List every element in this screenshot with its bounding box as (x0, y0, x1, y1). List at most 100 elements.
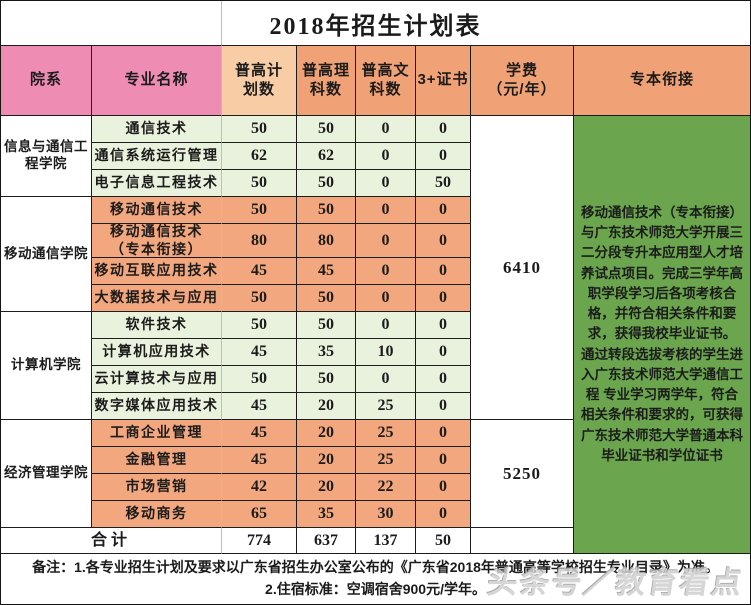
cert-count-cell: 0 (416, 393, 471, 420)
tuition-value-upper: 6410 (471, 116, 574, 420)
cert-count-cell: 0 (416, 143, 471, 170)
title-cell (222, 1, 750, 46)
plan-count-cell: 45 (222, 393, 297, 420)
plan-count-cell: 50 (222, 197, 297, 224)
note-line-1: 备注：1.各专业招生计划及要求以广东省招生办公室公布的《广东省2018年普通高等… (32, 559, 719, 576)
major-cell: 移动互联应用技术 (92, 258, 222, 285)
arts-count-cell: 22 (356, 474, 416, 501)
plan-count-cell: 62 (222, 143, 297, 170)
plan-count-cell: 65 (222, 501, 297, 528)
cert-count-cell: 0 (416, 224, 471, 258)
plan-count-cell: 45 (222, 339, 297, 366)
column-header-plan: 普高计 划数 (222, 46, 297, 116)
cert-count-cell: 0 (416, 285, 471, 312)
major-cell: 云计算技术与应用 (92, 366, 222, 393)
major-cell: 工商企业管理 (92, 420, 222, 447)
arts-count-cell: 25 (356, 447, 416, 474)
department-cell: 计算机学院 (1, 312, 92, 420)
cert-count-cell: 0 (416, 312, 471, 339)
plan-count-cell: 50 (222, 366, 297, 393)
arts-count-cell: 30 (356, 501, 416, 528)
arts-count-cell: 0 (356, 170, 416, 197)
major-cell: 通信技术 (92, 116, 222, 143)
arts-count-cell: 0 (356, 258, 416, 285)
major-cell: 大数据技术与应用 (92, 285, 222, 312)
science-count-cell: 80 (297, 224, 356, 258)
major-cell: 电子信息工程技术 (92, 170, 222, 197)
science-count-cell: 20 (297, 474, 356, 501)
major-cell: 移动商务 (92, 501, 222, 528)
cert-count-cell: 0 (416, 474, 471, 501)
science-count-cell: 20 (297, 420, 356, 447)
arts-count-cell: 0 (356, 143, 416, 170)
science-count-cell: 50 (297, 197, 356, 224)
plan-count-cell: 45 (222, 420, 297, 447)
column-header-major: 专业名称 (92, 46, 222, 116)
plan-count-cell: 50 (222, 170, 297, 197)
title-empty-cell (1, 1, 222, 46)
science-count-cell: 62 (297, 143, 356, 170)
cert-count-cell: 0 (416, 501, 471, 528)
science-count-cell: 50 (297, 285, 356, 312)
science-count-cell: 20 (297, 447, 356, 474)
cert-count-cell: 0 (416, 420, 471, 447)
plan-count-cell: 50 (222, 312, 297, 339)
column-header-bridge: 专本衔接 (574, 46, 750, 116)
major-cell: 数字媒体应用技术 (92, 393, 222, 420)
plan-count-cell: 45 (222, 447, 297, 474)
total-science-cell: 637 (297, 528, 356, 554)
department-cell: 信息与通信工程学院 (1, 116, 92, 197)
science-count-cell: 50 (297, 366, 356, 393)
arts-count-cell: 0 (356, 312, 416, 339)
major-cell: 市场营销 (92, 474, 222, 501)
cert-count-cell: 0 (416, 116, 471, 143)
major-cell: 移动通信技术 （专本衔接） (92, 224, 222, 258)
arts-count-cell: 0 (356, 197, 416, 224)
bridge-paragraph-2: 通过转段选拔考核的学生进入广东技术师范大学通信工程 专业学习两学年，符合相关条件… (581, 346, 743, 463)
major-cell: 通信系统运行管理 (92, 143, 222, 170)
bridge-paragraph-1: 移动通信技术（专本衔接）与广东技术师范大学开展三二分段专升本应用型人才培养试点项… (581, 204, 743, 342)
arts-count-cell: 25 (356, 393, 416, 420)
arts-count-cell: 0 (356, 224, 416, 258)
science-count-cell: 50 (297, 116, 356, 143)
cert-count-cell: 0 (416, 447, 471, 474)
total-arts-cell: 137 (356, 528, 416, 554)
bridge-description-cell: 移动通信技术（专本衔接）与广东技术师范大学开展三二分段专升本应用型人才培养试点项… (574, 116, 750, 554)
plan-count-cell: 50 (222, 285, 297, 312)
department-cell: 经济管理学院 (1, 420, 92, 528)
total-cert-cell: 50 (416, 528, 471, 554)
science-count-cell: 50 (297, 312, 356, 339)
major-cell: 软件技术 (92, 312, 222, 339)
plan-count-cell: 42 (222, 474, 297, 501)
department-cell: 移动通信学院 (1, 197, 92, 312)
cert-count-cell: 50 (416, 170, 471, 197)
plan-count-cell: 80 (222, 224, 297, 258)
column-header-science: 普高理 科数 (297, 46, 356, 116)
plan-count-cell: 45 (222, 258, 297, 285)
arts-count-cell: 0 (356, 285, 416, 312)
science-count-cell: 35 (297, 339, 356, 366)
total-plan-cell: 774 (222, 528, 297, 554)
science-count-cell: 35 (297, 501, 356, 528)
science-count-cell: 50 (297, 170, 356, 197)
tuition-empty-cell (471, 528, 574, 554)
cert-count-cell: 0 (416, 197, 471, 224)
major-cell: 金融管理 (92, 447, 222, 474)
column-header-arts: 普高文 科数 (356, 46, 416, 116)
cert-count-cell: 0 (416, 366, 471, 393)
tuition-value-lower: 5250 (471, 420, 574, 528)
column-header-cert: 3+证书 (416, 46, 471, 116)
major-cell: 计算机应用技术 (92, 339, 222, 366)
arts-count-cell: 25 (356, 420, 416, 447)
notes-cell: 备注：1.各专业招生计划及要求以广东省招生办公室公布的《广东省2018年普通高等… (1, 554, 750, 604)
cert-count-cell: 0 (416, 258, 471, 285)
arts-count-cell: 0 (356, 116, 416, 143)
note-line-2: 2.住宿标准：空调宿舍900元/学年。 (265, 581, 486, 597)
arts-count-cell: 10 (356, 339, 416, 366)
major-cell: 移动通信技术 (92, 197, 222, 224)
science-count-cell: 45 (297, 258, 356, 285)
science-count-cell: 20 (297, 393, 356, 420)
total-label-cell: 合计 (1, 528, 222, 554)
